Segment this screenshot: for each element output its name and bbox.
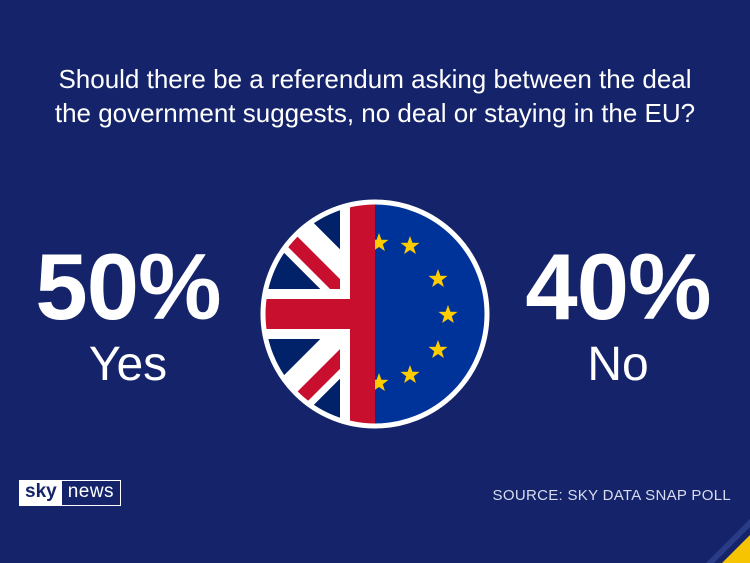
- poll-question: Should there be a referendum asking betw…: [20, 62, 730, 130]
- eu-star: [369, 373, 389, 391]
- eu-stars: [369, 233, 458, 391]
- eu-star: [369, 233, 389, 251]
- no-label: No: [587, 338, 649, 391]
- eu-star: [400, 236, 420, 254]
- eu-star: [428, 340, 448, 358]
- logo-sky-text: sky: [20, 481, 62, 505]
- yes-percent: 50%: [35, 234, 221, 339]
- logo-news-text: news: [67, 481, 115, 502]
- no-result: 40% No: [508, 237, 728, 393]
- question-line-2: the government suggests, no deal or stay…: [54, 98, 696, 128]
- yes-result: 50% Yes: [18, 237, 238, 393]
- no-percent: 40%: [525, 234, 711, 339]
- sky-news-logo: sky news: [19, 480, 122, 506]
- eu-star: [428, 269, 448, 287]
- eu-star: [400, 365, 420, 383]
- uk-eu-flag-icon: [260, 199, 490, 429]
- source-caption: SOURCE: SKY DATA SNAP POLL: [492, 487, 731, 504]
- eu-star: [438, 305, 458, 323]
- question-line-1: Should there be a referendum asking betw…: [58, 64, 692, 94]
- eu-flag-half: [375, 202, 487, 426]
- yes-label: Yes: [88, 338, 168, 391]
